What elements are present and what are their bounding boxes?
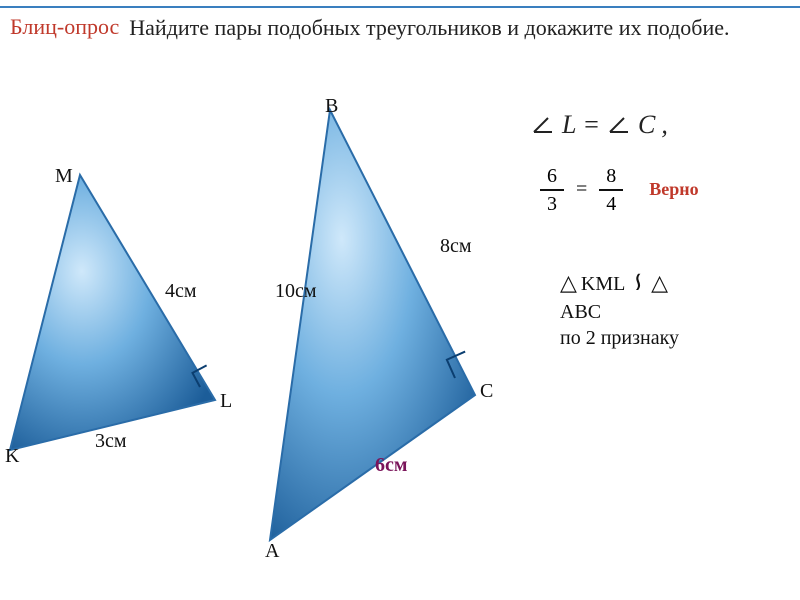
fraction-2: 8 4 [599, 165, 623, 215]
frac-bar [599, 189, 623, 191]
tri2-name: ABC [560, 299, 679, 325]
tri1-name: KML [581, 273, 625, 295]
triangle-abc [270, 110, 475, 540]
vertex-k: K [5, 445, 19, 468]
side-kl: 3см [95, 430, 127, 453]
eq-sign: = [582, 110, 600, 140]
side-ml: 4см [165, 280, 197, 303]
figure-canvas [0, 0, 800, 600]
frac2-num: 8 [606, 165, 616, 187]
angle-equation: L = C , [530, 110, 668, 140]
conclusion-line1: △KML∽△ [560, 265, 679, 299]
angle-lhs: L [562, 110, 576, 140]
vertex-c: C [480, 380, 493, 403]
angle-icon [530, 114, 556, 136]
side-ac: 6см [375, 455, 408, 475]
frac-bar [540, 189, 564, 191]
angle-rhs: C [638, 110, 655, 140]
vertex-l: L [220, 390, 232, 413]
side-ab: 10см [275, 280, 317, 303]
triangle-kml [10, 175, 215, 450]
vertex-m: M [55, 165, 73, 188]
similar-icon: ∽ [621, 271, 655, 293]
criterion-text: по 2 признаку [560, 325, 679, 351]
vertex-b: B [325, 95, 338, 118]
side-bc: 8см [440, 235, 472, 258]
fraction-1: 6 3 [540, 165, 564, 215]
frac1-den: 3 [547, 193, 557, 215]
proportion-row: 6 3 = 8 4 Верно [540, 165, 699, 215]
frac-eq: = [576, 178, 587, 201]
delta-icon: △ [560, 270, 577, 295]
verdict-label: Верно [649, 179, 698, 200]
vertex-a: A [265, 540, 279, 563]
frac1-num: 6 [547, 165, 557, 187]
angle-icon [606, 114, 632, 136]
conclusion-block: △KML∽△ ABC по 2 признаку [560, 265, 679, 351]
comma: , [661, 110, 668, 140]
frac2-den: 4 [606, 193, 616, 215]
